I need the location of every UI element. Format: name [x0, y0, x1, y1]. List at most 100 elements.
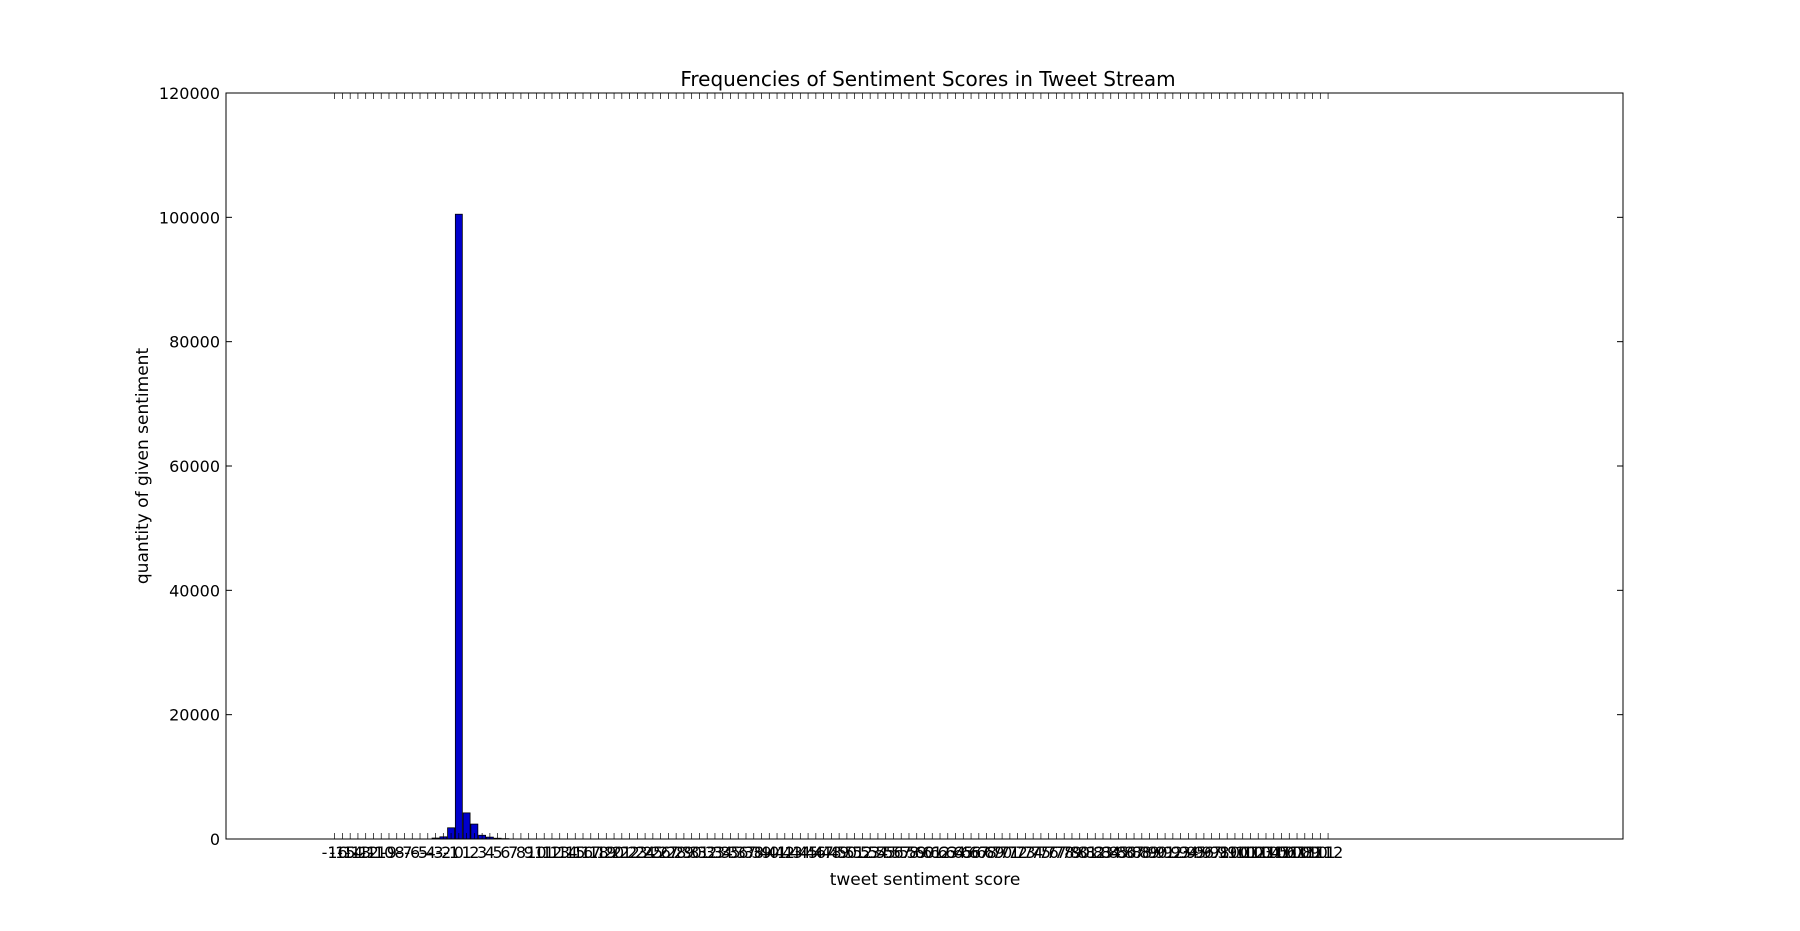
x-tick-label: 85: [1108, 843, 1128, 862]
x-tick-label: 55: [876, 843, 896, 862]
x-tick-label: 29: [674, 843, 694, 862]
x-tick-label: 104: [1251, 843, 1282, 862]
x-tick-label: -3: [428, 843, 444, 862]
x-tick-label: 36: [728, 843, 748, 862]
x-tick-label: 79: [1062, 843, 1082, 862]
x-tick-label: 70: [992, 843, 1012, 862]
x-tick-label: 67: [969, 843, 989, 862]
y-tick-label: 20000: [169, 706, 220, 725]
x-tick-label: 54: [868, 843, 888, 862]
x-tick-label: -7: [397, 843, 413, 862]
x-tick-label: 66: [961, 843, 981, 862]
plot-frame: [225, 92, 1624, 840]
x-tick-label: -10: [368, 843, 394, 862]
x-tick-label: 39: [751, 843, 771, 862]
x-tick-label: 57: [891, 843, 911, 862]
x-tick-label: 4: [485, 843, 495, 862]
y-tick-label: 0: [210, 830, 220, 849]
x-tick-label: -11: [360, 843, 386, 862]
x-tick-label: 19: [596, 843, 616, 862]
x-tick-label: 69: [984, 843, 1004, 862]
x-tick-label: 34: [713, 843, 733, 862]
x-tick-label: -5: [412, 843, 428, 862]
x-tick-label: 110: [1297, 843, 1328, 862]
x-tick-label: 56: [883, 843, 903, 862]
x-tick-label: -8: [389, 843, 405, 862]
x-tick-label: 46: [806, 843, 826, 862]
x-tick-label: 99: [1217, 843, 1237, 862]
x-tick-label: 35: [720, 843, 740, 862]
x-tick-label: 23: [627, 843, 647, 862]
x-tick-label: 105: [1258, 843, 1289, 862]
x-tick-label: 86: [1116, 843, 1136, 862]
x-tick-label: 31: [689, 843, 709, 862]
x-tick-label: 84: [1101, 843, 1121, 862]
x-tick-label: 14: [557, 843, 577, 862]
x-tick-label: 102: [1235, 843, 1266, 862]
x-tick-label: 107: [1274, 843, 1305, 862]
x-tick-label: 59: [907, 843, 927, 862]
x-tick-label: 47: [813, 843, 833, 862]
x-tick-label: 42: [775, 843, 795, 862]
x-tick-label: 7: [508, 843, 518, 862]
y-axis: 0 20000 40000 60000 80000 100000 120000: [159, 84, 1623, 849]
x-tick-label: 13: [550, 843, 570, 862]
x-tick-label: 77: [1046, 843, 1066, 862]
x-tick-label: 22: [619, 843, 639, 862]
y-tick-label: 60000: [169, 457, 220, 476]
x-tick-label: 11: [534, 843, 554, 862]
x-tick-label: 90: [1147, 843, 1167, 862]
x-tick-label: 10: [526, 843, 546, 862]
x-tick-label: 2: [469, 843, 479, 862]
x-tick-label: 1: [462, 843, 472, 862]
y-axis-label: quantity of given sentiment: [133, 348, 153, 585]
x-tick-label: 91: [1155, 843, 1175, 862]
x-tick-label: 0: [454, 843, 464, 862]
x-tick-label: -9: [381, 843, 397, 862]
x-tick-label: 82: [1085, 843, 1105, 862]
x-tick-label: 58: [899, 843, 919, 862]
x-tick-label: 12: [542, 843, 562, 862]
x-tick-label: 81: [1077, 843, 1097, 862]
x-tick-label: -12: [353, 843, 379, 862]
x-tick-label: -6: [404, 843, 420, 862]
x-tick-label: 103: [1243, 843, 1274, 862]
x-tick-label: 94: [1178, 843, 1198, 862]
x-tick-label: 52: [852, 843, 872, 862]
x-tick-label: 112: [1313, 843, 1344, 862]
x-tick-label: 87: [1124, 843, 1144, 862]
x-tick-label: 45: [798, 843, 818, 862]
x-tick-label: 25: [643, 843, 663, 862]
y-tick-label: 40000: [169, 581, 220, 600]
x-tick-label: 101: [1227, 843, 1258, 862]
x-tick-label: 92: [1163, 843, 1183, 862]
x-tick-label: 51: [844, 843, 864, 862]
x-tick-label: 17: [581, 843, 601, 862]
y-tick-label: 80000: [169, 333, 220, 352]
x-tick-label: 65: [953, 843, 973, 862]
x-tick-label: 38: [744, 843, 764, 862]
x-tick-label: 109: [1290, 843, 1321, 862]
x-axis-label: tweet sentiment score: [830, 870, 1021, 890]
x-tick-label: 6: [500, 843, 510, 862]
x-tick-label: 72: [1007, 843, 1027, 862]
x-tick-label: 96: [1194, 843, 1214, 862]
x-tick-label: 27: [658, 843, 678, 862]
chart-title: Frequencies of Sentiment Scores in Tweet…: [680, 67, 1175, 91]
x-tick-label: 9: [524, 843, 534, 862]
x-tick-label: 75: [1031, 843, 1051, 862]
x-tick-label: 16: [573, 843, 593, 862]
x-tick-label: 8: [516, 843, 526, 862]
x-tick-label: 33: [705, 843, 725, 862]
x-tick-label: 48: [821, 843, 841, 862]
x-tick-label: 18: [588, 843, 608, 862]
x-tick-label: -13: [345, 843, 371, 862]
x-tick-label: -2: [435, 843, 451, 862]
x-tick-label: 43: [782, 843, 802, 862]
x-tick-label: 89: [1139, 843, 1159, 862]
x-tick-label: 3: [477, 843, 487, 862]
x-tick-label: 61: [922, 843, 942, 862]
x-tick-label: 62: [930, 843, 950, 862]
x-tick-label: 49: [829, 843, 849, 862]
